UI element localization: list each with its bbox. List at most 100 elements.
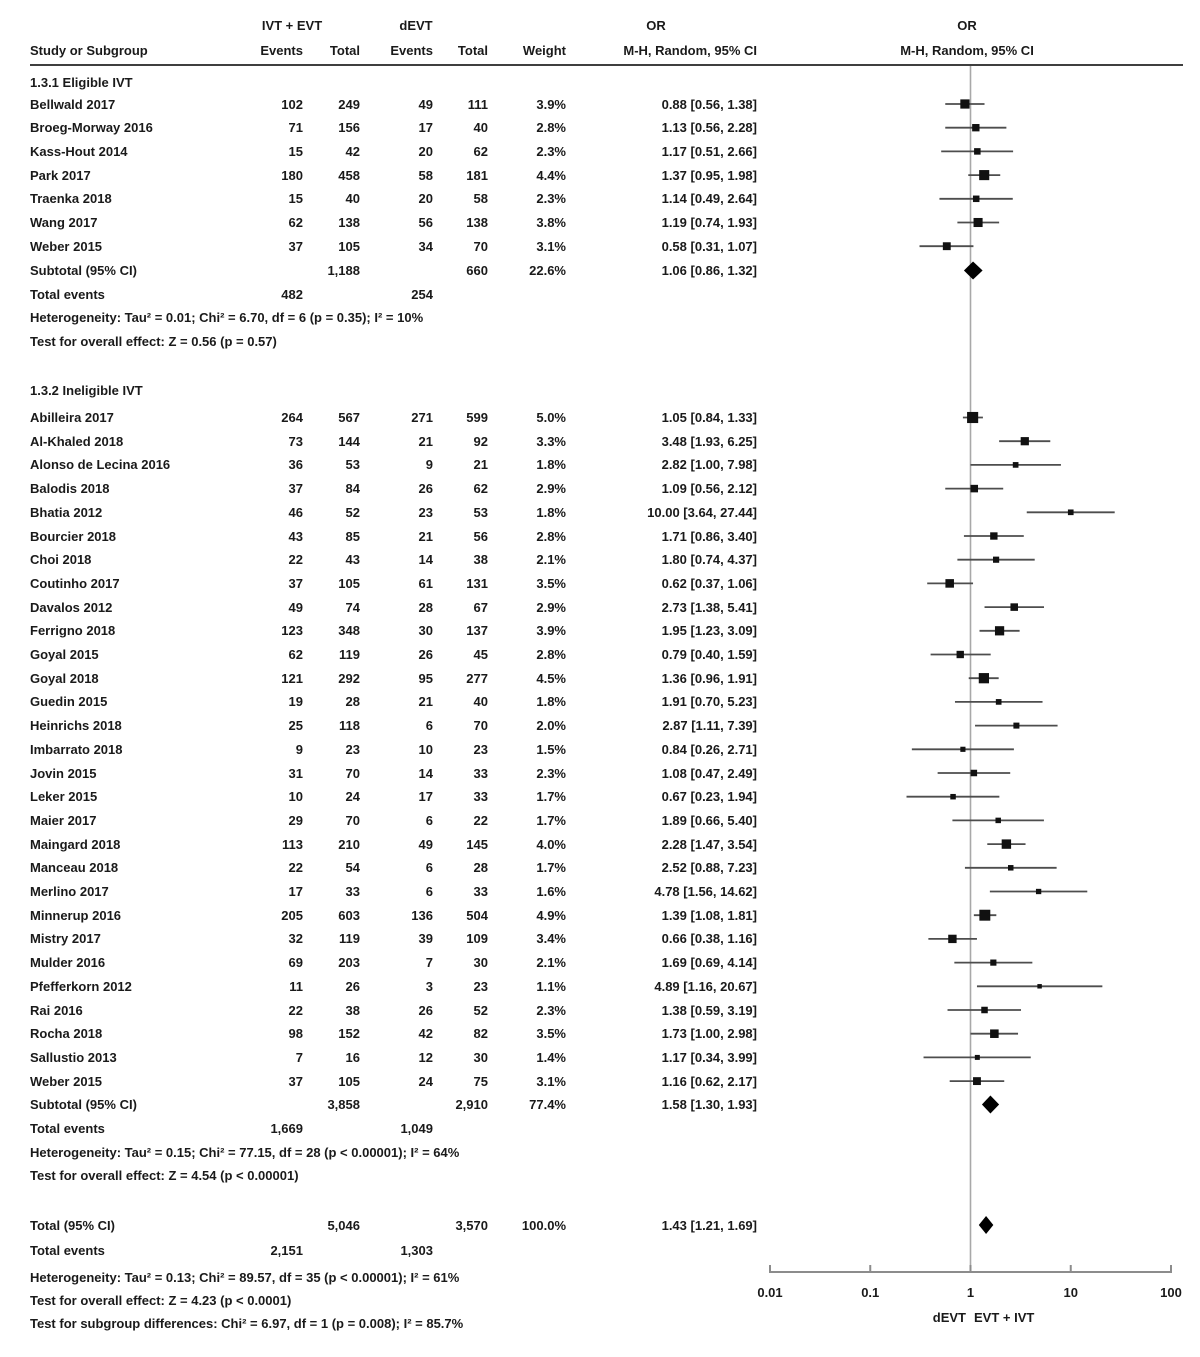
study-label: Wang 2017 (30, 215, 98, 230)
or-ci-text: 1.17 [0.51, 2.66] (661, 143, 757, 159)
or-ci-text: 1.17 [0.34, 3.99] (661, 1049, 757, 1065)
total-ivt-evt: 16 (345, 1049, 360, 1065)
study-label: Guedin 2015 (30, 694, 108, 710)
events-devt: 58 (418, 167, 433, 183)
weight: 1.8% (536, 504, 566, 520)
summary-label: Total (95% CI) (30, 1217, 115, 1233)
x-axis-tick-label: 0.01 (757, 1285, 783, 1300)
total-ivt-evt: 119 (339, 647, 360, 662)
total-devt: 33 (473, 765, 488, 781)
events-ivt-evt: 19 (288, 694, 303, 710)
or-square (1007, 865, 1014, 871)
study-label: Sallustio 2013 (30, 1049, 117, 1065)
section-header: 1.3.2 Ineligible IVT (30, 382, 143, 398)
events-devt: 56 (418, 215, 433, 230)
total-devt: 33 (473, 789, 488, 805)
total-ivt-evt: 144 (338, 433, 360, 449)
events-ivt-evt: 32 (288, 931, 303, 947)
total-devt: 62 (473, 143, 488, 159)
or-square (1001, 839, 1012, 849)
events-devt: 95 (418, 670, 433, 686)
heterogeneity-line: Heterogeneity: Tau² = 0.01; Chi² = 6.70,… (30, 310, 424, 325)
total-ivt-evt: 249 (338, 96, 360, 112)
or-ci-text: 1.06 [0.86, 1.32] (661, 263, 757, 278)
events-ivt-evt: 43 (288, 528, 303, 544)
weight: 2.8% (536, 120, 566, 136)
or-ci-text: 0.62 [0.37, 1.06] (661, 575, 757, 591)
total-devt: 75 (473, 1073, 488, 1089)
total-ivt-evt: 138 (338, 215, 360, 230)
or-square (973, 1077, 981, 1086)
events-ivt-evt: 205 (281, 907, 303, 923)
events-ivt-evt: 9 (295, 741, 303, 757)
study-label: Rocha 2018 (30, 1026, 103, 1042)
events-devt: 34 (418, 238, 433, 254)
or-ci-text: 0.58 [0.31, 1.07] (661, 238, 757, 254)
or-square (990, 532, 998, 540)
study-label: Ferrigno 2018 (30, 623, 116, 639)
total-events-label: Total events (30, 1242, 105, 1258)
total-devt: 2,910 (455, 1097, 488, 1112)
total-ivt-evt: 42 (345, 143, 360, 159)
or-square (960, 99, 970, 109)
events-ivt-evt: 37 (288, 238, 303, 254)
total-devt: 56 (473, 528, 488, 544)
weight: 1.7% (536, 789, 566, 805)
events-devt: 14 (418, 552, 433, 568)
total-ivt-evt: 52 (345, 504, 360, 520)
total-ivt-evt: 24 (345, 789, 360, 805)
or-square (1013, 722, 1020, 729)
col-header-method: M-H, Random, 95% CI (623, 43, 757, 58)
or-ci-text: 1.73 [1.00, 2.98] (661, 1026, 757, 1042)
events-devt: 61 (418, 575, 433, 591)
weight: 3.9% (536, 96, 566, 112)
total-ivt-evt: 5,046 (327, 1217, 360, 1233)
events-ivt-evt: 62 (288, 215, 303, 230)
study-label: Alonso de Lecina 2016 (30, 457, 171, 473)
weight: 3.1% (536, 238, 566, 254)
events-ivt-evt: 46 (288, 504, 303, 520)
events-ivt-evt: 113 (282, 836, 303, 852)
total-devt: 53 (473, 504, 488, 520)
study-label: Kass-Hout 2014 (30, 143, 128, 159)
events-ivt-evt: 264 (281, 410, 303, 425)
total-devt: 92 (473, 433, 488, 449)
study-label: Park 2017 (30, 167, 91, 183)
weight: 3.1% (536, 1073, 566, 1089)
summary-label: Subtotal (95% CI) (30, 1097, 137, 1112)
events-ivt-evt: 49 (288, 599, 303, 615)
study-label: Manceau 2018 (30, 860, 119, 876)
events-ivt-evt: 121 (281, 670, 303, 686)
section-header: 1.3.1 Eligible IVT (30, 74, 133, 90)
weight: 1.4% (536, 1049, 566, 1065)
events-ivt-evt: 25 (288, 718, 303, 734)
or-ci-text: 2.73 [1.38, 5.41] (661, 599, 757, 615)
events-ivt-evt: 22 (288, 552, 303, 568)
or-ci-text: 1.36 [0.96, 1.91] (661, 670, 757, 686)
events-ivt-evt: 123 (281, 623, 303, 639)
events-ivt-evt: 22 (288, 1002, 303, 1018)
or-ci-text: 0.88 [0.56, 1.38] (661, 96, 757, 112)
or-square (1035, 888, 1042, 895)
weight: 2.3% (536, 765, 566, 781)
or-square (970, 484, 979, 493)
or-square (981, 1006, 988, 1014)
weight: 2.0% (536, 718, 566, 734)
total-devt: 62 (473, 481, 488, 497)
events-devt: 23 (418, 504, 433, 520)
events-devt: 21 (418, 694, 433, 710)
or-square (1010, 603, 1018, 611)
or-ci-text: 1.39 [1.08, 1.81] (661, 907, 757, 923)
events-ivt-evt: 180 (281, 167, 303, 183)
x-axis-tick-label: 100 (1160, 1285, 1182, 1300)
col-header-or: OR (646, 18, 666, 33)
or-square (994, 626, 1005, 636)
col-header-weight: Weight (522, 43, 566, 58)
weight: 22.6% (529, 263, 566, 278)
total-ivt-evt: 54 (345, 860, 360, 876)
events-devt: 7 (425, 955, 433, 971)
total-devt: 109 (466, 931, 488, 947)
events-ivt-evt: 15 (288, 143, 303, 159)
total-ivt-evt: 33 (345, 884, 360, 899)
or-ci-text: 2.82 [1.00, 7.98] (661, 457, 757, 473)
